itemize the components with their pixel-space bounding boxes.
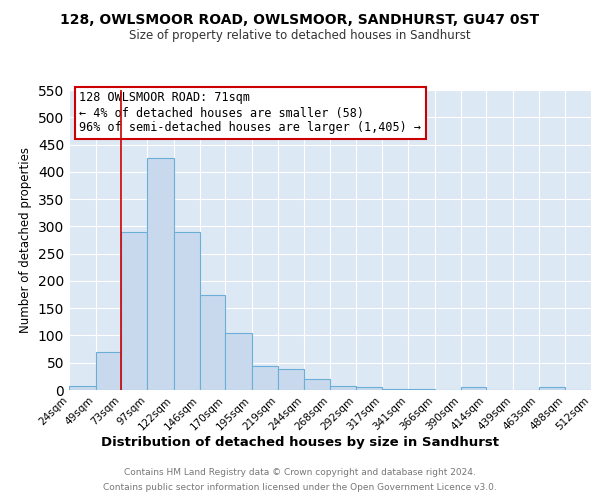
Bar	[461, 388, 486, 390]
Text: 128, OWLSMOOR ROAD, OWLSMOOR, SANDHURST, GU47 0ST: 128, OWLSMOOR ROAD, OWLSMOOR, SANDHURST,…	[61, 12, 539, 26]
Text: Size of property relative to detached houses in Sandhurst: Size of property relative to detached ho…	[129, 29, 471, 42]
Text: Contains HM Land Registry data © Crown copyright and database right 2024.: Contains HM Land Registry data © Crown c…	[124, 468, 476, 477]
Bar	[174, 232, 199, 390]
Bar	[121, 232, 147, 390]
Bar	[278, 370, 304, 390]
Text: 128 OWLSMOOR ROAD: 71sqm
← 4% of detached houses are smaller (58)
96% of semi-de: 128 OWLSMOOR ROAD: 71sqm ← 4% of detache…	[79, 92, 421, 134]
Bar	[304, 379, 330, 390]
Bar	[539, 388, 565, 390]
Bar	[147, 158, 174, 390]
Y-axis label: Number of detached properties: Number of detached properties	[19, 147, 32, 333]
Bar	[69, 386, 96, 390]
Text: Distribution of detached houses by size in Sandhurst: Distribution of detached houses by size …	[101, 436, 499, 449]
Text: Contains public sector information licensed under the Open Government Licence v3: Contains public sector information licen…	[103, 483, 497, 492]
Bar	[199, 294, 225, 390]
Bar	[252, 366, 278, 390]
Bar	[356, 388, 382, 390]
Bar	[382, 389, 408, 390]
Bar	[225, 332, 252, 390]
Bar	[330, 386, 356, 390]
Bar	[96, 352, 121, 390]
